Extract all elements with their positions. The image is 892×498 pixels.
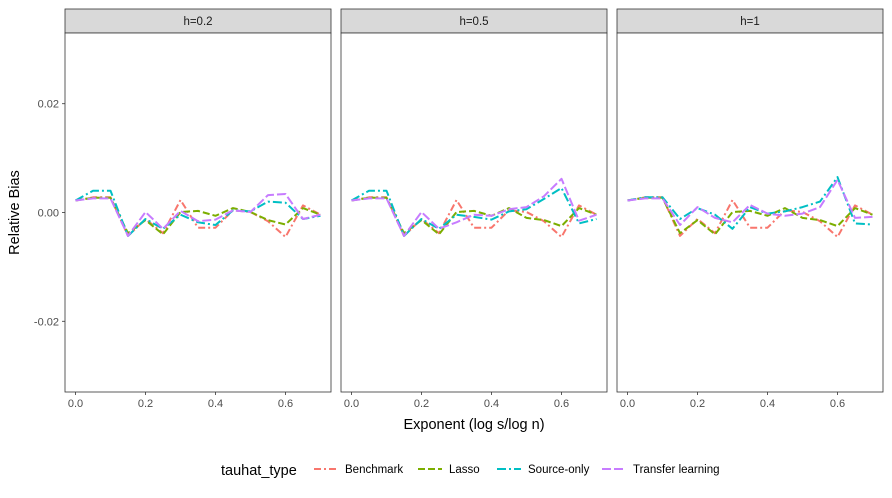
panel-border [616,32,884,393]
panel-background [617,33,883,392]
series-line-lasso [627,196,873,236]
y-tick-label: 0.02 [38,99,59,111]
x-tick-label: 0.0 [620,398,635,410]
x-tick-label: 0.2 [138,398,153,410]
series-line-transfer-learning [351,177,597,237]
series-line-source-only [351,187,597,237]
legend-label: Source-only [528,464,590,476]
legend-label: Transfer learning [633,464,720,476]
y-axis-title: Relative Bias [7,170,23,255]
series-line-lasso [351,196,597,236]
series-line-lasso [75,196,321,236]
series-lines [351,177,597,238]
series-line-transfer-learning [75,193,321,237]
x-tick-label: 0.4 [760,398,775,410]
legend-label: Benchmark [345,464,403,476]
panel-h-1: h=1 0.0 0.2 0.4 0.6 [616,8,884,410]
x-tick-label: 0.4 [484,398,499,410]
x-tick-label: 0.0 [344,398,359,410]
panel-background [341,33,607,392]
x-tick-label: 0.6 [554,398,569,410]
x-tick-label: 0.2 [414,398,429,410]
x-tick-label: 0.6 [830,398,845,410]
legend: tauhat_type Benchmark Lasso Source-only Tra… [221,463,720,479]
panel-h-0.2: h=0.2 0.0 0.2 0.4 0.6 [64,8,332,410]
legend-label: Lasso [449,464,480,476]
x-tick-label: 0.6 [278,398,293,410]
y-axis: -0.02 0.00 0.02 [34,99,65,328]
series-line-source-only [75,189,321,237]
panel-border [340,32,608,393]
facet-strip [64,8,332,34]
x-tick-label: 0.4 [208,398,223,410]
panels: h=0.2 0.0 0.2 0.4 0.6 h=0.5 0.0 0.2 0.4 0.6 h=1 0.0… [64,8,884,410]
x-tick-label: 0.2 [690,398,705,410]
series-lines [627,176,873,238]
y-tick-label: -0.02 [34,316,59,328]
x-tick-label: 0.0 [68,398,83,410]
y-tick-label: 0.00 [38,208,59,220]
series-line-source-only [627,176,873,230]
legend-title: tauhat_type [221,463,297,479]
facet-strip-label: h=0.5 [459,16,488,28]
panel-background [65,33,331,392]
facet-strip-label: h=1 [740,16,760,28]
x-axis-title: Exponent (log s/log n) [403,417,544,433]
series-line-benchmark [627,196,873,238]
facet-strip-label: h=0.2 [183,16,212,28]
panel-h-0.5: h=0.5 0.0 0.2 0.4 0.6 [340,8,608,410]
series-lines [75,189,321,238]
facet-strip [340,8,608,34]
